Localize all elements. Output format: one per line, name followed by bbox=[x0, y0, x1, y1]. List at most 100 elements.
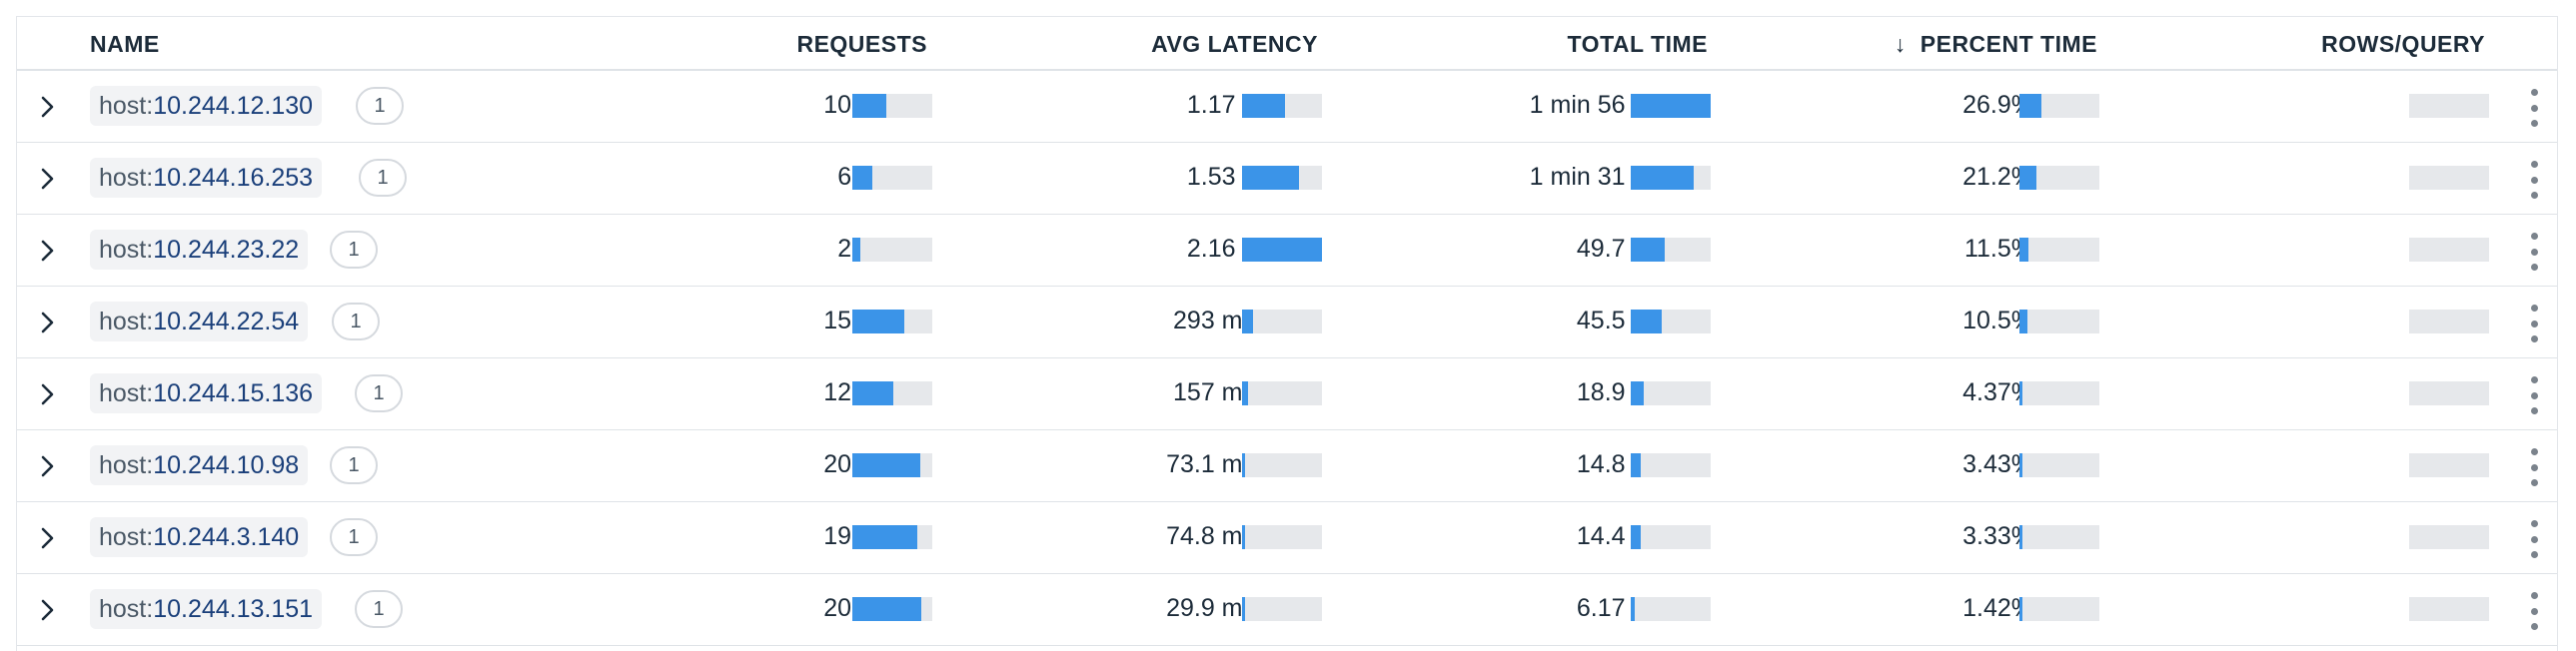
chevron-right-icon bbox=[41, 96, 54, 118]
count-badge: 1 bbox=[356, 87, 404, 125]
sort-descending-icon: ↓ bbox=[1894, 31, 1907, 57]
count-badge: 1 bbox=[330, 518, 378, 556]
column-header-avg-latency[interactable]: AVG LATENCY bbox=[1151, 31, 1318, 57]
row-actions-menu-icon[interactable] bbox=[2526, 376, 2542, 414]
rows-query-bar bbox=[2409, 525, 2489, 549]
total-time-bar bbox=[1631, 381, 1711, 405]
avg-latency-value: 73.1 ms bbox=[1166, 450, 1255, 478]
host-tag[interactable]: host: 10.244.23.22 bbox=[90, 230, 309, 270]
total-time-value: 1 min 31 s bbox=[1529, 163, 1645, 191]
column-header-percent-time-label: PERCENT TIME bbox=[1920, 31, 2097, 57]
expand-row-button[interactable] bbox=[33, 161, 63, 197]
expand-row-button[interactable] bbox=[33, 448, 63, 484]
chevron-right-icon bbox=[41, 168, 54, 190]
avg-latency-value: 157 ms bbox=[1173, 378, 1255, 406]
row-actions-menu-icon[interactable] bbox=[2526, 305, 2542, 342]
avg-latency-bar bbox=[1242, 597, 1322, 621]
percent-time-bar bbox=[2019, 381, 2099, 405]
host-tag[interactable]: host: 10.244.10.98 bbox=[90, 445, 309, 485]
requests-bar bbox=[852, 238, 932, 262]
column-header-total-time[interactable]: TOTAL TIME bbox=[1567, 31, 1708, 57]
expand-row-button[interactable] bbox=[33, 305, 63, 340]
total-time-bar bbox=[1631, 238, 1711, 262]
row-actions-menu-icon[interactable] bbox=[2526, 520, 2542, 558]
host-tag-key: host: bbox=[99, 450, 154, 479]
row-actions-menu-icon[interactable] bbox=[2526, 89, 2542, 127]
host-tag[interactable]: host: 10.244.16.253 bbox=[90, 158, 323, 198]
total-time-bar bbox=[1631, 453, 1711, 477]
avg-latency-bar bbox=[1242, 453, 1322, 477]
total-time-bar bbox=[1631, 166, 1711, 190]
host-tag-key: host: bbox=[99, 163, 154, 192]
requests-bar bbox=[852, 525, 932, 549]
percent-time-bar bbox=[2019, 597, 2099, 621]
expand-row-button[interactable] bbox=[33, 233, 63, 269]
rows-query-bar bbox=[2409, 238, 2489, 262]
requests-bar bbox=[852, 597, 932, 621]
column-header-rows-query[interactable]: ROWS/QUERY bbox=[2321, 31, 2485, 57]
host-tag-value: 10.244.10.98 bbox=[153, 450, 300, 479]
expand-row-button[interactable] bbox=[33, 520, 63, 556]
host-tag-key: host: bbox=[99, 522, 154, 551]
rows-query-bar bbox=[2409, 166, 2489, 190]
count-badge: 1 bbox=[355, 374, 403, 412]
host-tag-value: 10.244.23.22 bbox=[153, 235, 300, 264]
chevron-right-icon bbox=[41, 383, 54, 405]
table-header: NAME REQUESTS AVG LATENCY TOTAL TIME ↓ PE… bbox=[17, 17, 2557, 71]
host-tag-value: 10.244.3.140 bbox=[153, 522, 300, 551]
total-time-bar bbox=[1631, 597, 1711, 621]
host-tag-key: host: bbox=[99, 594, 154, 623]
avg-latency-value: 293 ms bbox=[1173, 307, 1255, 334]
host-tag-value: 10.244.15.136 bbox=[153, 378, 314, 407]
rows-query-bar bbox=[2409, 381, 2489, 405]
host-tag[interactable]: host: 10.244.12.130 bbox=[90, 86, 323, 126]
avg-latency-bar bbox=[1242, 94, 1322, 118]
host-tag-value: 10.244.13.151 bbox=[153, 594, 314, 623]
column-header-name[interactable]: NAME bbox=[90, 31, 160, 57]
expand-row-button[interactable] bbox=[33, 592, 63, 628]
host-tag-key: host: bbox=[99, 235, 154, 264]
rows-query-bar bbox=[2409, 453, 2489, 477]
host-tag[interactable]: host: 10.244.13.151 bbox=[90, 589, 323, 629]
total-time-bar bbox=[1631, 310, 1711, 333]
percent-time-bar bbox=[2019, 166, 2099, 190]
avg-latency-bar bbox=[1242, 525, 1322, 549]
expand-row-button[interactable] bbox=[33, 376, 63, 412]
avg-latency-bar bbox=[1242, 310, 1322, 333]
host-tag[interactable]: host: 10.244.22.54 bbox=[90, 302, 309, 341]
percent-time-bar bbox=[2019, 238, 2099, 262]
hosts-table: NAME REQUESTS AVG LATENCY TOTAL TIME ↓ PE… bbox=[16, 16, 2558, 651]
expand-row-button[interactable] bbox=[33, 89, 63, 125]
host-tag[interactable]: host: 10.244.3.140 bbox=[90, 517, 309, 557]
row-actions-menu-icon[interactable] bbox=[2526, 448, 2542, 486]
column-header-requests[interactable]: REQUESTS bbox=[796, 31, 927, 57]
host-tag-value: 10.244.12.130 bbox=[153, 91, 314, 120]
rows-query-bar bbox=[2409, 310, 2489, 333]
row-actions-menu-icon[interactable] bbox=[2526, 161, 2542, 199]
chevron-right-icon bbox=[41, 240, 54, 262]
row-actions-menu-icon[interactable] bbox=[2526, 592, 2542, 630]
count-badge: 1 bbox=[332, 303, 380, 340]
table-row[interactable]: host:10.244.23.221232.16 s49.7 s11.5%0 bbox=[17, 215, 2557, 287]
avg-latency-value: 29.9 ms bbox=[1166, 594, 1255, 622]
column-header-percent-time[interactable]: ↓ PERCENT TIME bbox=[1895, 31, 2097, 58]
total-time-bar bbox=[1631, 94, 1711, 118]
requests-bar bbox=[852, 381, 932, 405]
avg-latency-bar bbox=[1242, 381, 1322, 405]
table-row[interactable]: host:10.244.16.2531601.53 s1 min 31 s21.… bbox=[17, 143, 2557, 215]
count-badge: 1 bbox=[355, 590, 403, 628]
row-actions-menu-icon[interactable] bbox=[2526, 233, 2542, 271]
host-tag[interactable]: host: 10.244.15.136 bbox=[90, 373, 323, 413]
host-tag-key: host: bbox=[99, 91, 154, 120]
chevron-right-icon bbox=[41, 312, 54, 333]
total-time-bar bbox=[1631, 525, 1711, 549]
count-badge: 1 bbox=[330, 446, 378, 484]
avg-latency-bar bbox=[1242, 166, 1322, 190]
table-row[interactable]: host: 10.244.13.151 1 206 29.9 ms 6.17 s 1.42%… bbox=[17, 574, 2557, 646]
